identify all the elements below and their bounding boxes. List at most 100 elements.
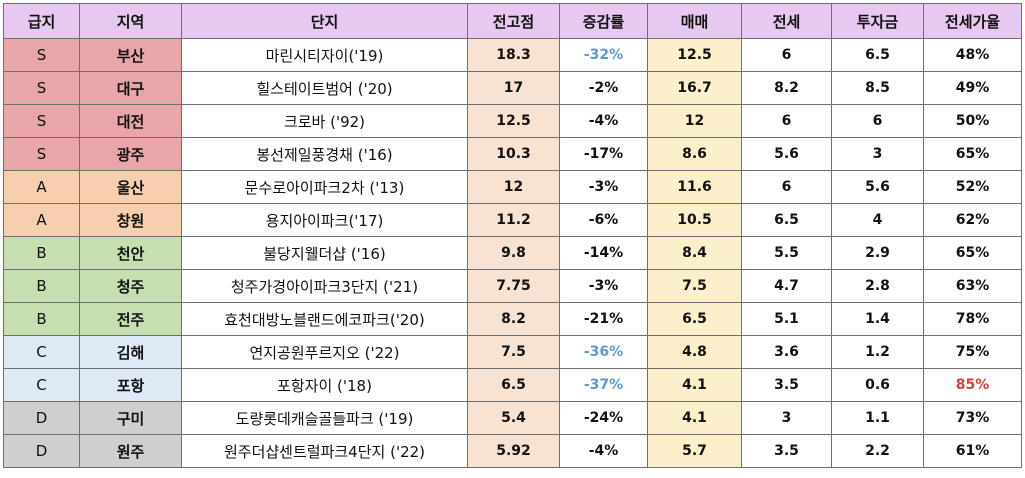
jeonse-ratio-cell: 49%: [923, 71, 1022, 105]
apartment-comparison-table: 급지 지역 단지 전고점 증감률 매매 전세 투자금 전세가율 S 부산 마린시티자…: [3, 3, 1022, 468]
grade-cell: S: [3, 104, 80, 138]
change-rate-cell: -21%: [559, 302, 648, 336]
jeonse-cell: 3.6: [741, 335, 832, 369]
sale-price-cell: 11.6: [647, 170, 742, 204]
grade-cell: S: [3, 71, 80, 105]
investment-cell: 1.4: [831, 302, 924, 336]
grade-cell: B: [3, 302, 80, 336]
change-rate-cell: -24%: [559, 401, 648, 435]
complex-cell: 마린시티자이('19): [181, 38, 468, 72]
grade-cell: B: [3, 236, 80, 270]
investment-cell: 8.5: [831, 71, 924, 105]
jeonse-ratio-cell: 75%: [923, 335, 1022, 369]
jeonse-cell: 3.5: [741, 368, 832, 402]
grade-cell: A: [3, 203, 80, 237]
change-rate-cell: -14%: [559, 236, 648, 270]
table-row: S 부산 마린시티자이('19) 18.3 -32% 12.5 6 6.5 48%: [3, 38, 1022, 72]
region-cell: 포항: [79, 368, 182, 402]
header-jeonse: 전세: [741, 3, 832, 39]
sale-price-cell: 12.5: [647, 38, 742, 72]
jeonse-cell: 3: [741, 401, 832, 435]
grade-cell: C: [3, 368, 80, 402]
jeonse-ratio-cell: 62%: [923, 203, 1022, 237]
sale-price-cell: 6.5: [647, 302, 742, 336]
region-cell: 천안: [79, 236, 182, 270]
change-rate-cell: -17%: [559, 137, 648, 171]
grade-cell: B: [3, 269, 80, 303]
jeonse-cell: 6.5: [741, 203, 832, 237]
table-row: A 울산 문수로아이파크2차 ('13) 12 -3% 11.6 6 5.6 52%: [3, 170, 1022, 204]
complex-cell: 연지공원푸르지오 ('22): [181, 335, 468, 369]
region-cell: 청주: [79, 269, 182, 303]
sale-price-cell: 5.7: [647, 434, 742, 468]
table-row: C 포항 포항자이 ('18) 6.5 -37% 4.1 3.5 0.6 85%: [3, 368, 1022, 402]
prev-high-cell: 5.92: [467, 434, 560, 468]
prev-high-cell: 9.8: [467, 236, 560, 270]
complex-cell: 봉선제일풍경채 ('16): [181, 137, 468, 171]
grade-cell: D: [3, 434, 80, 468]
sale-price-cell: 4.1: [647, 401, 742, 435]
prev-high-cell: 11.2: [467, 203, 560, 237]
jeonse-cell: 5.6: [741, 137, 832, 171]
grade-cell: C: [3, 335, 80, 369]
jeonse-cell: 4.7: [741, 269, 832, 303]
complex-cell: 효천대방노블랜드에코파크('20): [181, 302, 468, 336]
prev-high-cell: 18.3: [467, 38, 560, 72]
prev-high-cell: 7.5: [467, 335, 560, 369]
jeonse-ratio-cell: 65%: [923, 236, 1022, 270]
header-row: 급지 지역 단지 전고점 증감률 매매 전세 투자금 전세가율: [3, 3, 1022, 39]
table-row: S 대전 크로바 ('92) 12.5 -4% 12 6 6 50%: [3, 104, 1022, 138]
complex-cell: 포항자이 ('18): [181, 368, 468, 402]
header-sale-price: 매매: [647, 3, 742, 39]
grade-cell: D: [3, 401, 80, 435]
prev-high-cell: 12: [467, 170, 560, 204]
grade-cell: S: [3, 137, 80, 171]
jeonse-cell: 6: [741, 38, 832, 72]
investment-cell: 1.1: [831, 401, 924, 435]
jeonse-ratio-cell: 78%: [923, 302, 1022, 336]
prev-high-cell: 8.2: [467, 302, 560, 336]
jeonse-ratio-cell: 65%: [923, 137, 1022, 171]
complex-cell: 크로바 ('92): [181, 104, 468, 138]
investment-cell: 2.9: [831, 236, 924, 270]
jeonse-ratio-cell: 61%: [923, 434, 1022, 468]
table-row: A 창원 용지아이파크('17) 11.2 -6% 10.5 6.5 4 62%: [3, 203, 1022, 237]
change-rate-cell: -36%: [559, 335, 648, 369]
header-region: 지역: [79, 3, 182, 39]
complex-cell: 용지아이파크('17): [181, 203, 468, 237]
change-rate-cell: -6%: [559, 203, 648, 237]
region-cell: 대전: [79, 104, 182, 138]
header-investment: 투자금: [831, 3, 924, 39]
table-row: S 광주 봉선제일풍경채 ('16) 10.3 -17% 8.6 5.6 3 65%: [3, 137, 1022, 171]
investment-cell: 3: [831, 137, 924, 171]
jeonse-ratio-cell: 73%: [923, 401, 1022, 435]
prev-high-cell: 5.4: [467, 401, 560, 435]
change-rate-cell: -4%: [559, 434, 648, 468]
prev-high-cell: 17: [467, 71, 560, 105]
investment-cell: 2.2: [831, 434, 924, 468]
header-grade: 급지: [3, 3, 80, 39]
sale-price-cell: 8.6: [647, 137, 742, 171]
jeonse-cell: 8.2: [741, 71, 832, 105]
prev-high-cell: 12.5: [467, 104, 560, 138]
prev-high-cell: 7.75: [467, 269, 560, 303]
change-rate-cell: -37%: [559, 368, 648, 402]
header-prev-high: 전고점: [467, 3, 560, 39]
investment-cell: 1.2: [831, 335, 924, 369]
header-change-rate: 증감률: [559, 3, 648, 39]
change-rate-cell: -3%: [559, 170, 648, 204]
investment-cell: 5.6: [831, 170, 924, 204]
jeonse-cell: 5.5: [741, 236, 832, 270]
jeonse-cell: 6: [741, 104, 832, 138]
sale-price-cell: 7.5: [647, 269, 742, 303]
change-rate-cell: -32%: [559, 38, 648, 72]
table-row: C 김해 연지공원푸르지오 ('22) 7.5 -36% 4.8 3.6 1.2 75%: [3, 335, 1022, 369]
investment-cell: 2.8: [831, 269, 924, 303]
sale-price-cell: 8.4: [647, 236, 742, 270]
complex-cell: 힐스테이트범어 ('20): [181, 71, 468, 105]
jeonse-ratio-cell: 48%: [923, 38, 1022, 72]
table-row: B 전주 효천대방노블랜드에코파크('20) 8.2 -21% 6.5 5.1 1.4 78%: [3, 302, 1022, 336]
region-cell: 부산: [79, 38, 182, 72]
region-cell: 울산: [79, 170, 182, 204]
header-jeonse-ratio: 전세가율: [923, 3, 1022, 39]
